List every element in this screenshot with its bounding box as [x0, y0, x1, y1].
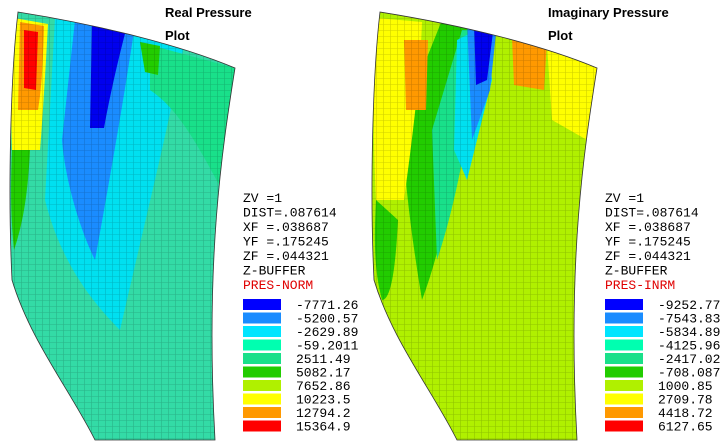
legend-label: 5082.17 [296, 366, 351, 381]
legend-swatch [243, 420, 281, 432]
legend-swatch [243, 326, 281, 337]
info-line: XF =.038687 [243, 220, 329, 235]
legend-swatch [243, 339, 281, 351]
legend-label: -7543.83 [658, 312, 720, 327]
legend-swatch [243, 393, 281, 405]
legend-label: 12794.2 [296, 406, 351, 421]
legend-swatch [605, 420, 643, 432]
legend-swatch [605, 326, 643, 337]
legend-label: -4125.96 [658, 339, 720, 354]
legend-label: 2511.49 [296, 352, 351, 367]
legend-label: -5200.57 [296, 312, 358, 327]
legend-label: -59.2011 [296, 339, 359, 354]
info-line: DIST=.087614 [605, 206, 699, 221]
info-line: ZV =1 [605, 191, 644, 206]
legend-swatch [605, 393, 643, 405]
info-line: ZF =.044321 [605, 249, 691, 264]
info-line: Z-BUFFER [243, 264, 306, 279]
legend-label: -5834.89 [658, 325, 720, 340]
legend-swatch [605, 366, 643, 378]
plot-title: Plot [548, 28, 573, 43]
info-line: DIST=.087614 [243, 206, 337, 221]
legend-swatch [605, 407, 643, 418]
legend-swatch [243, 353, 281, 364]
blade-outline [9, 11, 236, 441]
contour-plot [10, 12, 235, 440]
legend-swatch [243, 366, 281, 378]
info-line: YF =.175245 [605, 235, 691, 250]
legend-swatch [605, 299, 643, 310]
legend-swatch [243, 312, 281, 324]
legend-swatch [605, 380, 643, 391]
result-label: PRES-NORM [243, 278, 313, 293]
legend-label: -2417.02 [658, 352, 720, 367]
legend-swatch [605, 339, 643, 351]
info-line: Z-BUFFER [605, 264, 668, 279]
info-line: XF =.038687 [605, 220, 691, 235]
legend-label: 7652.86 [296, 379, 351, 394]
legend-label: 2709.78 [658, 393, 713, 408]
legend-label: 10223.5 [296, 393, 351, 408]
mesh [372, 12, 597, 440]
result-label: PRES-INRM [605, 278, 675, 293]
legend-swatch [605, 312, 643, 324]
legend-label: 6127.65 [658, 420, 713, 435]
info-line: ZF =.044321 [243, 249, 329, 264]
legend-label: 1000.85 [658, 379, 713, 394]
info-line: ZV =1 [243, 191, 282, 206]
legend-label: -7771.26 [296, 298, 358, 313]
plot-title: Plot [165, 28, 190, 43]
plot-title: Imaginary Pressure [548, 5, 669, 20]
legend-label: 4418.72 [658, 406, 713, 421]
panel: Imaginary Pressure Plot ZV =1DIST=.087614X… [371, 5, 720, 441]
blade-outline [371, 11, 598, 441]
legend-label: 15364.9 [296, 420, 351, 435]
legend-label: -9252.77 [658, 298, 720, 313]
legend-swatch [243, 407, 281, 418]
contour-plot [372, 12, 597, 440]
legend-swatch [243, 299, 281, 310]
legend-label: -2629.89 [296, 325, 358, 340]
mesh [10, 12, 235, 440]
legend-label: -708.087 [658, 366, 720, 381]
legend-swatch [605, 353, 643, 364]
info-line: YF =.175245 [243, 235, 329, 250]
legend-swatch [243, 380, 281, 391]
plot-title: Real Pressure [165, 5, 252, 20]
